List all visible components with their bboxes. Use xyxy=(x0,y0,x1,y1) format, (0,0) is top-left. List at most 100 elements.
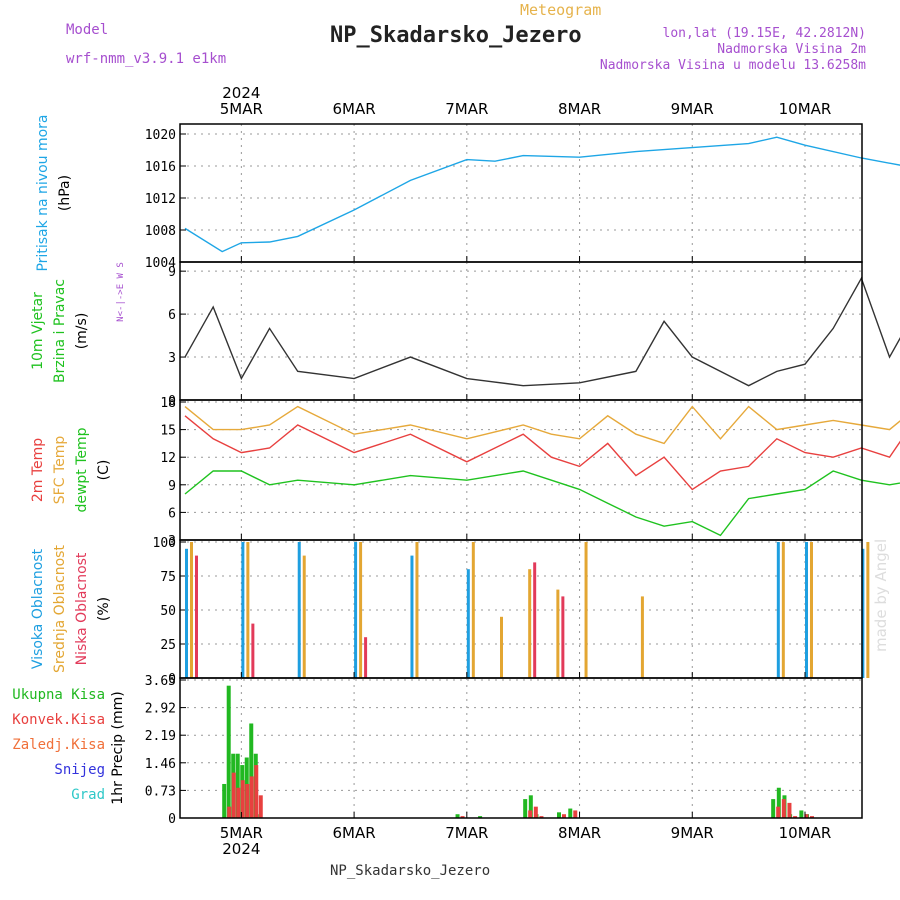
panel-frame xyxy=(179,539,863,679)
x-label-top: 6MAR xyxy=(333,100,376,118)
series-line-2m-temp xyxy=(184,415,900,491)
bar xyxy=(539,816,544,818)
model-name: wrf-nmm_v3.9.1 e1km xyxy=(66,51,226,67)
y-axis-label: 10m Vjetar xyxy=(30,292,46,370)
bar xyxy=(195,555,198,678)
y-axis-label: Pritisak na nivou mora xyxy=(35,114,51,271)
bar xyxy=(354,542,358,678)
precip-legend-item: Grad xyxy=(71,787,105,803)
y-tick-label: 6 xyxy=(168,308,176,323)
bar xyxy=(471,542,475,678)
y-tick-label: 12 xyxy=(160,451,176,466)
x-label-top: 8MAR xyxy=(558,100,601,118)
bar xyxy=(562,814,566,818)
panel-cloud: 0 25 50 75 100 Visoka Oblacnost Srednja Oblacn… xyxy=(30,536,870,687)
model-elevation: Nadmorska Visina u modelu 13.6258m xyxy=(600,58,866,73)
bar xyxy=(185,548,188,678)
bar xyxy=(776,787,781,818)
bar xyxy=(568,808,573,818)
y-axis-label: 1hr Precip (mm) xyxy=(110,691,126,804)
bar xyxy=(297,542,301,678)
bar xyxy=(254,765,259,818)
bar xyxy=(241,542,245,678)
bar xyxy=(500,616,503,678)
bar xyxy=(799,810,804,818)
y-tick-label: 9 xyxy=(168,265,176,280)
y-tick-label: 2.19 xyxy=(145,729,176,744)
bar xyxy=(640,596,644,678)
y-tick-label: 0 xyxy=(168,394,176,409)
bar xyxy=(805,542,808,678)
y-axis-label: (%) xyxy=(96,597,112,621)
bar xyxy=(781,542,785,678)
bar xyxy=(771,799,776,818)
panel-pressure: 1004 1008 1012 1016 1020 Pritisak na nivou mo… xyxy=(35,114,900,272)
y-tick-label: 25 xyxy=(160,638,176,653)
y-tick-label: 0 xyxy=(168,812,176,827)
footer-station: NP_Skadarsko_Jezero xyxy=(330,863,490,879)
x-label-bottom: 7MAR xyxy=(445,824,488,842)
bar xyxy=(804,814,809,818)
y-tick-label: 1016 xyxy=(145,160,176,175)
x-label-bottom: 9MAR xyxy=(671,824,714,842)
y-tick-label: 9 xyxy=(168,479,176,494)
bar xyxy=(793,816,798,818)
bar xyxy=(231,772,236,818)
y-axis-label: Visoka Oblacnost xyxy=(30,548,46,669)
bar xyxy=(359,542,363,678)
station-title: NP_Skadarsko_Jezero xyxy=(330,23,582,48)
panel-frame xyxy=(179,123,863,263)
bar xyxy=(249,776,254,818)
bar xyxy=(861,548,865,678)
bar xyxy=(415,542,419,678)
bar xyxy=(528,810,533,818)
bar xyxy=(787,802,792,818)
elevation: Nadmorska Visina 2m xyxy=(717,42,866,57)
y-tick-label: 3 xyxy=(168,534,176,549)
x-label-bottom: 5MAR xyxy=(220,824,263,842)
y-axis-label: Niska Oblacnost xyxy=(74,552,90,665)
lonlat: lon,lat (19.15E, 42.2812N) xyxy=(663,26,867,41)
x-label-top: 5MAR xyxy=(220,100,263,118)
bar xyxy=(222,783,227,818)
y-axis-label: (hPa) xyxy=(57,175,73,211)
precip-legend-item: Zaledj.Kisa xyxy=(12,737,105,753)
bar xyxy=(533,806,538,818)
y-axis-label: dewpt Temp xyxy=(74,427,90,512)
date-axes: 5MAR 5MAR 6MAR 6MAR 7MAR 7MAR 8MAR 8MAR 9MAR 9MAR… xyxy=(220,84,832,858)
bar xyxy=(533,562,537,678)
bar xyxy=(776,542,780,678)
y-tick-label: 75 xyxy=(160,570,176,585)
bar xyxy=(455,814,460,818)
bar xyxy=(776,806,781,818)
bar xyxy=(466,569,470,678)
y-tick-label: 2.92 xyxy=(145,702,176,717)
bar xyxy=(258,795,263,818)
series-line-sfc-temp xyxy=(184,405,900,445)
panel-frame xyxy=(179,677,863,819)
bar xyxy=(584,542,588,678)
bar xyxy=(781,799,786,818)
bar xyxy=(226,685,231,818)
y-tick-label: 0 xyxy=(168,672,176,687)
precip-legend-item: Konvek.Kisa xyxy=(12,712,105,728)
bar xyxy=(251,623,255,678)
bar xyxy=(245,783,250,818)
panels: 1004 1008 1012 1016 1020 Pritisak na nivou mo… xyxy=(12,84,900,858)
y-axis-label: Srednja Oblacnost xyxy=(52,545,68,673)
y-tick-label: 3 xyxy=(168,351,176,366)
x-label-top: 7MAR xyxy=(445,100,488,118)
bar xyxy=(561,596,565,678)
y-tick-label: 1008 xyxy=(145,224,176,239)
year-label-top: 2024 xyxy=(222,84,260,102)
y-tick-label: 1020 xyxy=(145,128,176,143)
y-tick-label: 50 xyxy=(160,604,176,619)
x-label-top: 10MAR xyxy=(779,100,832,118)
bar xyxy=(523,799,528,818)
series-line-pressure xyxy=(184,136,900,253)
year-label-bottom: 2024 xyxy=(222,840,260,858)
bar xyxy=(528,569,532,678)
y-axis-label: Brzina i Pravac xyxy=(52,279,68,383)
bar xyxy=(478,816,483,818)
